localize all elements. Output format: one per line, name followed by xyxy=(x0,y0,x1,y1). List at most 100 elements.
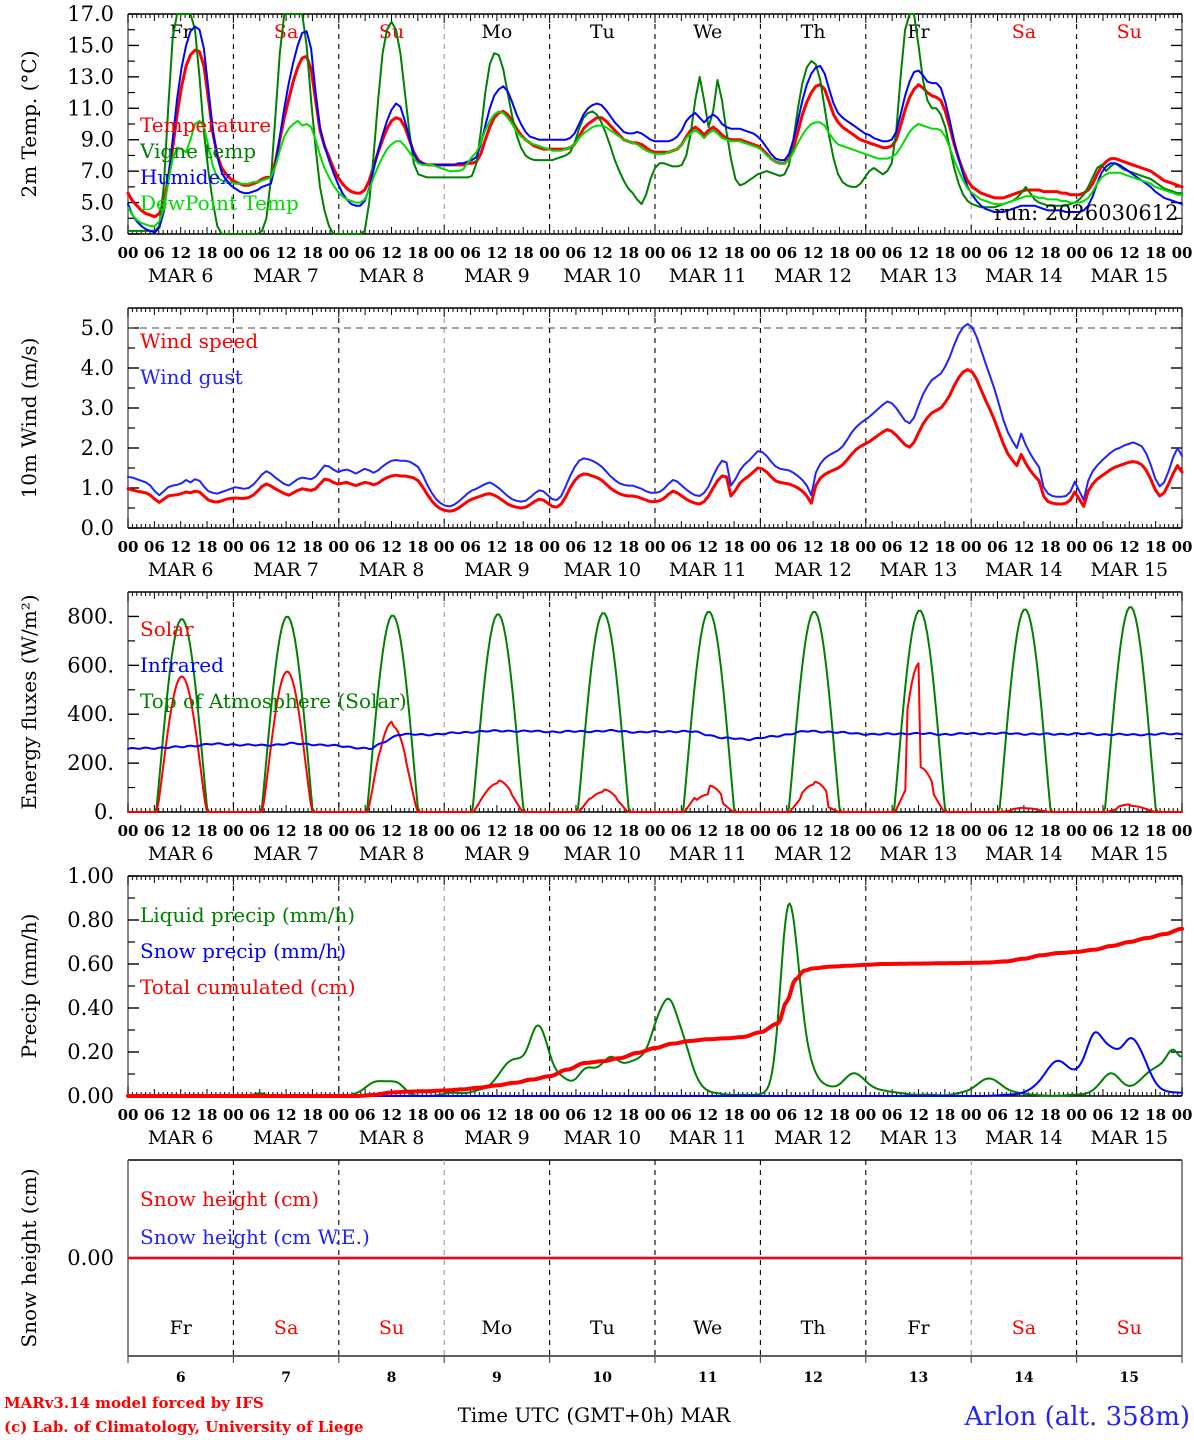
x-hour-tick: 00 xyxy=(855,822,876,840)
x-hour-tick: 00 xyxy=(1172,244,1193,262)
x-date-label: MAR 10 xyxy=(563,1127,641,1149)
x-hour-tick: 18 xyxy=(1145,538,1166,556)
y-axis-label: Precip (mm/h) xyxy=(17,914,41,1059)
x-hour-tick: 18 xyxy=(1040,822,1061,840)
x-hour-tick: 12 xyxy=(276,244,297,262)
x-hour-tick: 00 xyxy=(1066,1106,1087,1124)
x-hour-tick: 18 xyxy=(829,244,850,262)
legend-item: Liquid precip (mm/h) xyxy=(140,903,355,927)
x-hour-tick: 18 xyxy=(724,1106,745,1124)
x-hour-tick: 00 xyxy=(645,822,666,840)
series-wind-speed xyxy=(126,368,1184,513)
x-day-number: 14 xyxy=(1014,1370,1034,1386)
x-hour-tick: 00 xyxy=(223,1106,244,1124)
x-hour-tick: 12 xyxy=(276,538,297,556)
x-date-label: MAR 15 xyxy=(1090,1127,1168,1149)
x-date-label: MAR 9 xyxy=(464,843,530,865)
x-hour-tick: 06 xyxy=(987,538,1008,556)
x-hour-tick: 18 xyxy=(513,822,534,840)
x-date-label: MAR 9 xyxy=(464,1127,530,1149)
x-hour-tick: 06 xyxy=(776,1106,797,1124)
x-day-number: 11 xyxy=(698,1370,717,1386)
x-hour-tick: 12 xyxy=(486,538,507,556)
y-tick-label: 0.0 xyxy=(81,516,114,540)
y-tick-label: 11.0 xyxy=(67,96,114,120)
x-hour-tick: 18 xyxy=(513,538,534,556)
y-tick-label: 3.0 xyxy=(81,396,114,420)
x-hour-tick: 06 xyxy=(1093,822,1114,840)
x-hour-tick: 18 xyxy=(618,244,639,262)
x-hour-tick: 18 xyxy=(302,1106,323,1124)
x-hour-tick: 06 xyxy=(776,538,797,556)
x-date-label: MAR 7 xyxy=(253,843,319,865)
x-date-label: MAR 14 xyxy=(985,843,1063,865)
x-hour-tick: 00 xyxy=(1172,538,1193,556)
x-hour-tick: 06 xyxy=(144,244,165,262)
legend-item: Snow precip (mm/h) xyxy=(140,939,346,963)
y-tick-label: 400. xyxy=(67,702,114,726)
x-hour-tick: 12 xyxy=(803,822,824,840)
x-date-label: MAR 12 xyxy=(774,843,852,865)
x-hour-tick: 00 xyxy=(1066,244,1087,262)
day-name-label: Su xyxy=(379,21,404,43)
x-hour-tick: 00 xyxy=(434,1106,455,1124)
x-hour-tick: 00 xyxy=(434,538,455,556)
x-day-number: 7 xyxy=(281,1370,291,1386)
x-hour-tick: 00 xyxy=(223,822,244,840)
y-tick-label: 0. xyxy=(94,800,114,824)
legend-item: Top of Atmosphere (Solar) xyxy=(140,689,407,713)
x-hour-tick: 00 xyxy=(328,1106,349,1124)
x-day-number: 15 xyxy=(1120,1370,1139,1386)
x-date-label: MAR 14 xyxy=(985,559,1063,581)
y-axis-label: Energy fluxes (W/m²) xyxy=(17,594,41,809)
x-hour-tick: 12 xyxy=(381,822,402,840)
x-hour-tick: 00 xyxy=(961,538,982,556)
x-date-label: MAR 11 xyxy=(669,559,747,581)
y-tick-label: 17.0 xyxy=(67,2,114,26)
x-hour-tick: 00 xyxy=(961,822,982,840)
x-hour-tick: 06 xyxy=(1093,244,1114,262)
x-day-number: 13 xyxy=(909,1370,928,1386)
x-hour-tick: 06 xyxy=(671,538,692,556)
day-name-label: Tu xyxy=(590,1317,615,1339)
x-hour-tick: 18 xyxy=(513,1106,534,1124)
x-hour-tick: 12 xyxy=(1119,538,1140,556)
day-name-label: Th xyxy=(801,1317,826,1339)
x-hour-tick: 18 xyxy=(618,822,639,840)
panel-temperature: 3.0 5.0 7.0 9.0 11.0 13.0 15.0 17.0 2m Temp. (°C… xyxy=(17,2,1192,287)
x-hour-tick: 12 xyxy=(276,822,297,840)
x-hour-tick: 06 xyxy=(987,244,1008,262)
x-hour-tick: 18 xyxy=(407,538,428,556)
x-hour-tick: 00 xyxy=(645,1106,666,1124)
series-temperature xyxy=(126,48,1184,219)
x-hour-tick: 18 xyxy=(934,244,955,262)
y-tick-label: 0.60 xyxy=(67,952,114,976)
day-name-label: Mo xyxy=(481,21,512,43)
x-day-number: 10 xyxy=(593,1370,613,1386)
x-hour-tick: 00 xyxy=(855,244,876,262)
day-name-label: Fr xyxy=(907,21,930,43)
x-hour-tick: 06 xyxy=(355,538,376,556)
x-hour-tick: 18 xyxy=(934,822,955,840)
footer-model-line: MARv3.14 model forced by IFS xyxy=(4,1394,264,1412)
x-date-label: MAR 6 xyxy=(148,1127,214,1149)
x-hour-tick: 18 xyxy=(618,1106,639,1124)
x-hour-tick: 06 xyxy=(566,244,587,262)
x-hour-tick: 06 xyxy=(249,1106,270,1124)
x-date-label: MAR 10 xyxy=(563,843,641,865)
x-hour-tick: 12 xyxy=(592,822,613,840)
x-hour-tick: 18 xyxy=(1145,822,1166,840)
x-hour-tick: 18 xyxy=(829,822,850,840)
x-hour-tick: 06 xyxy=(882,822,903,840)
x-hour-tick: 18 xyxy=(407,822,428,840)
x-date-label: MAR 13 xyxy=(880,559,958,581)
panel-energy: 0. 200. 400. 600. 800. Energy fluxes (W/m²) 00… xyxy=(17,591,1192,865)
x-date-label: MAR 12 xyxy=(774,559,852,581)
figure-footer: MARv3.14 model forced by IFS (c) Lab. of … xyxy=(4,1394,1190,1436)
legend-item: Total cumulated (cm) xyxy=(140,975,356,999)
x-date-label: MAR 9 xyxy=(464,559,530,581)
x-hour-tick: 12 xyxy=(486,244,507,262)
x-date-label: MAR 8 xyxy=(359,265,425,287)
x-date-label: MAR 6 xyxy=(148,843,214,865)
x-hour-tick: 00 xyxy=(434,244,455,262)
